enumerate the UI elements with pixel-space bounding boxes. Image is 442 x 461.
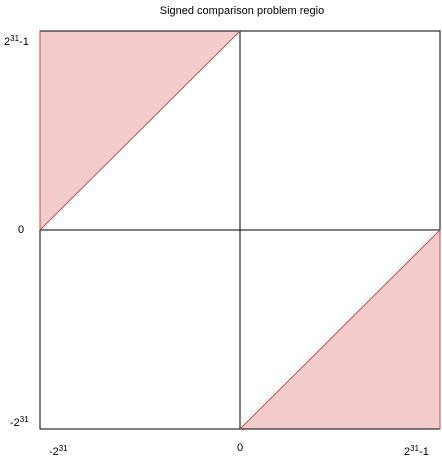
- y-label-bottom: -231: [10, 415, 29, 429]
- x-label-middle: 0: [237, 442, 243, 454]
- x-label-right: 231-1: [404, 444, 429, 458]
- region-lower-right-diagonal: [239, 229, 441, 430]
- diagram-title: Signed comparison problem regio: [160, 5, 324, 17]
- region-upper-left-diagonal: [39, 30, 241, 231]
- y-label-middle: 0: [18, 224, 24, 236]
- x-label-left: -231: [49, 444, 68, 458]
- y-label-top: 231-1: [4, 34, 29, 48]
